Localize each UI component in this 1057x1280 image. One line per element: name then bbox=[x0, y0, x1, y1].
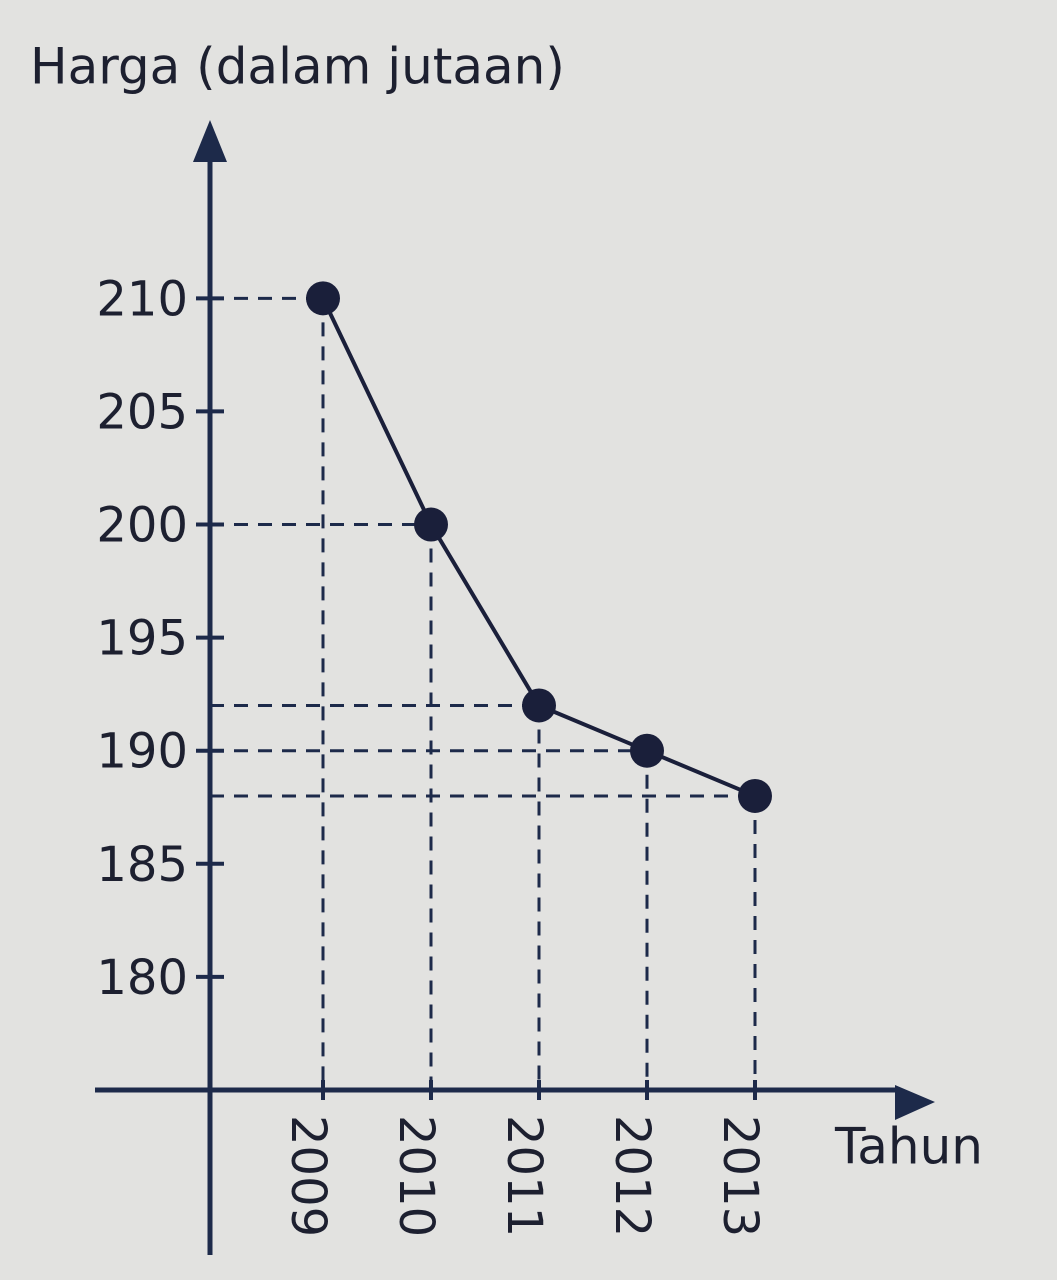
data-point bbox=[522, 688, 556, 723]
x-tick-label: 2011 bbox=[496, 1115, 552, 1237]
y-tick-label: 210 bbox=[96, 271, 188, 327]
chart-title: Harga (dalam jutaan) bbox=[30, 38, 565, 96]
data-point bbox=[306, 281, 340, 316]
x-tick-label: 2012 bbox=[604, 1115, 660, 1237]
x-tick-label: 2010 bbox=[388, 1115, 444, 1237]
data-point bbox=[630, 733, 664, 768]
data-point bbox=[738, 778, 772, 813]
data-point bbox=[414, 507, 448, 542]
x-axis-label: Tahun bbox=[834, 1118, 983, 1176]
x-axis-arrow bbox=[895, 1085, 935, 1120]
y-tick-label: 195 bbox=[96, 611, 188, 667]
y-tick-label: 200 bbox=[96, 498, 188, 554]
x-tick-label: 2013 bbox=[712, 1115, 768, 1237]
y-tick-label: 205 bbox=[96, 384, 188, 440]
y-tick-label: 180 bbox=[96, 950, 188, 1006]
y-tick-label: 190 bbox=[96, 724, 188, 780]
y-axis-arrow bbox=[193, 120, 227, 162]
x-tick-label: 2009 bbox=[280, 1115, 336, 1237]
axes bbox=[95, 120, 935, 1255]
y-tick-label: 185 bbox=[96, 837, 188, 893]
